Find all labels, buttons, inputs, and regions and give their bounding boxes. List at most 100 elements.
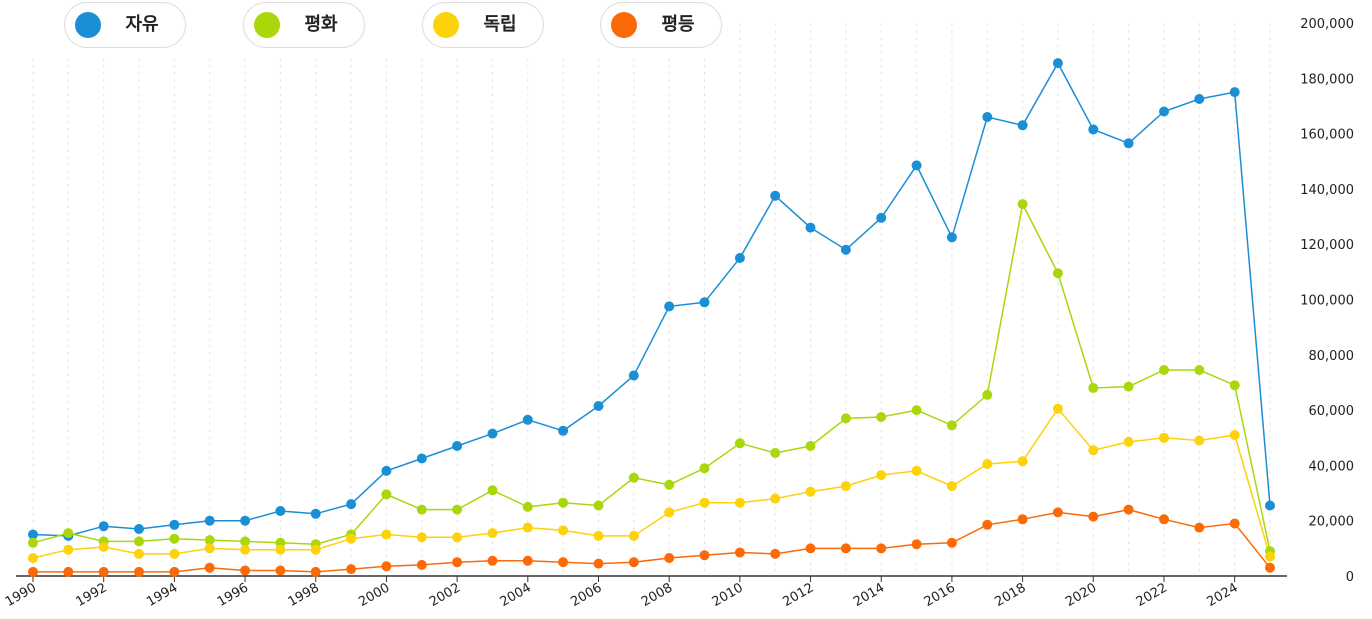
data-point-3-2007 bbox=[628, 557, 639, 568]
data-point-2-2010 bbox=[734, 497, 745, 508]
data-point-0-2009 bbox=[699, 297, 710, 308]
data-point-3-1997 bbox=[275, 565, 286, 576]
data-point-2-1992 bbox=[98, 542, 109, 552]
data-point-1-2020 bbox=[1088, 383, 1099, 393]
x-tick-label: 2012 bbox=[780, 580, 816, 610]
x-tick-label: 2010 bbox=[710, 580, 746, 610]
data-point-1-2001 bbox=[416, 504, 427, 515]
y-tick-label: 20,000 bbox=[1309, 515, 1355, 530]
legend: 자유 평화 독립 평등 bbox=[0, 0, 722, 54]
x-tick-label: 1992 bbox=[74, 580, 110, 610]
legend-label-pyeonghwa: 평화 bbox=[304, 14, 338, 35]
data-point-3-1999 bbox=[346, 564, 357, 575]
x-tick-label: 2016 bbox=[922, 580, 958, 610]
data-point-3-2012 bbox=[805, 543, 816, 554]
data-point-3-2006 bbox=[593, 558, 604, 569]
data-point-2-2007 bbox=[628, 530, 639, 541]
data-point-0-2012 bbox=[805, 222, 816, 233]
data-point-0-2003 bbox=[487, 428, 498, 439]
data-point-0-2000 bbox=[381, 465, 392, 476]
data-point-1-1996 bbox=[240, 536, 251, 547]
x-tick-label: 2014 bbox=[851, 580, 887, 610]
x-tick-label: 1990 bbox=[3, 580, 39, 610]
data-point-0-2024 bbox=[1229, 87, 1240, 98]
data-point-0-2019 bbox=[1052, 58, 1063, 69]
legend-marker-pyeongdeung bbox=[611, 12, 637, 38]
data-point-3-2009 bbox=[699, 550, 710, 561]
data-point-1-2008 bbox=[664, 479, 675, 490]
data-point-0-2001 bbox=[416, 453, 427, 464]
data-point-3-2022 bbox=[1159, 514, 1169, 525]
series-line-0 bbox=[32, 61, 1271, 537]
data-point-3-1998 bbox=[310, 566, 321, 577]
data-point-3-2003 bbox=[487, 555, 498, 566]
x-tick-label: 2006 bbox=[568, 580, 604, 610]
data-point-3-2001 bbox=[416, 559, 427, 570]
data-point-2-1997 bbox=[275, 544, 286, 555]
data-point-2-2016 bbox=[946, 481, 957, 492]
x-tick-label: 1996 bbox=[215, 580, 251, 610]
data-point-1-1994 bbox=[169, 533, 180, 544]
data-point-3-2020 bbox=[1088, 511, 1099, 522]
data-point-1-2006 bbox=[593, 500, 604, 511]
data-point-2-1996 bbox=[240, 544, 251, 555]
data-point-2-2011 bbox=[770, 493, 781, 504]
legend-label-pyeongdeung: 평등 bbox=[661, 14, 695, 35]
data-point-3-2025 bbox=[1265, 562, 1275, 573]
legend-item-pyeonghwa[interactable]: 평화 bbox=[243, 2, 365, 48]
data-point-0-1993 bbox=[134, 524, 144, 534]
data-point-2-2006 bbox=[593, 530, 604, 541]
data-point-3-2019 bbox=[1052, 507, 1063, 518]
data-point-1-1997 bbox=[275, 537, 286, 548]
y-tick-label: 40,000 bbox=[1309, 459, 1355, 474]
data-point-0-2011 bbox=[770, 190, 781, 201]
series-lines bbox=[32, 61, 1271, 573]
data-point-2-2017 bbox=[982, 459, 993, 469]
data-point-2-2009 bbox=[699, 497, 710, 508]
legend-item-pyeongdeung[interactable]: 평등 bbox=[600, 2, 722, 48]
data-point-2-1991 bbox=[63, 544, 74, 555]
data-point-3-2021 bbox=[1123, 504, 1134, 515]
data-point-2-1994 bbox=[169, 548, 180, 559]
data-point-1-2016 bbox=[946, 420, 957, 431]
data-point-3-2008 bbox=[664, 553, 675, 563]
x-tick-label: 2020 bbox=[1063, 580, 1099, 610]
x-tick-label: 2000 bbox=[356, 580, 392, 610]
data-point-1-2013 bbox=[840, 413, 851, 424]
data-point-2-2000 bbox=[381, 529, 392, 540]
x-tick-label: 2008 bbox=[639, 580, 675, 610]
data-point-1-2019 bbox=[1052, 268, 1063, 279]
data-point-2-2015 bbox=[911, 465, 922, 476]
series-line-1 bbox=[32, 201, 1271, 552]
data-point-0-2015 bbox=[911, 160, 922, 171]
data-point-3-2005 bbox=[558, 557, 569, 568]
data-point-0-1990 bbox=[28, 529, 38, 540]
legend-marker-dongnip bbox=[433, 12, 459, 38]
legend-item-jayu[interactable]: 자유 bbox=[64, 2, 186, 48]
data-point-3-2016 bbox=[946, 537, 957, 548]
legend-item-dongnip[interactable]: 독립 bbox=[422, 2, 544, 48]
data-point-2-2002 bbox=[452, 532, 463, 543]
data-point-0-2020 bbox=[1088, 124, 1099, 135]
data-point-3-2002 bbox=[452, 557, 463, 568]
y-tick-label: 100,000 bbox=[1300, 294, 1354, 309]
data-point-3-2000 bbox=[381, 561, 392, 572]
legend-marker-jayu bbox=[75, 12, 101, 38]
data-point-2-2004 bbox=[522, 522, 533, 533]
data-point-1-2015 bbox=[911, 405, 922, 416]
legend-label-jayu: 자유 bbox=[125, 14, 159, 35]
data-point-3-2010 bbox=[734, 547, 745, 558]
data-point-3-2023 bbox=[1194, 522, 1205, 533]
y-tick-label: 180,000 bbox=[1300, 72, 1354, 87]
data-point-1-2007 bbox=[628, 472, 639, 483]
data-point-1-2018 bbox=[1017, 199, 1028, 210]
x-tick-label: 1998 bbox=[286, 580, 322, 610]
data-point-3-1993 bbox=[134, 566, 144, 577]
data-point-1-2022 bbox=[1159, 365, 1169, 375]
y-tick-label: 0 bbox=[1346, 570, 1354, 585]
data-point-1-2005 bbox=[558, 497, 569, 508]
data-point-0-1997 bbox=[275, 506, 286, 516]
data-point-0-2016 bbox=[946, 232, 957, 243]
data-point-0-2018 bbox=[1017, 120, 1028, 131]
